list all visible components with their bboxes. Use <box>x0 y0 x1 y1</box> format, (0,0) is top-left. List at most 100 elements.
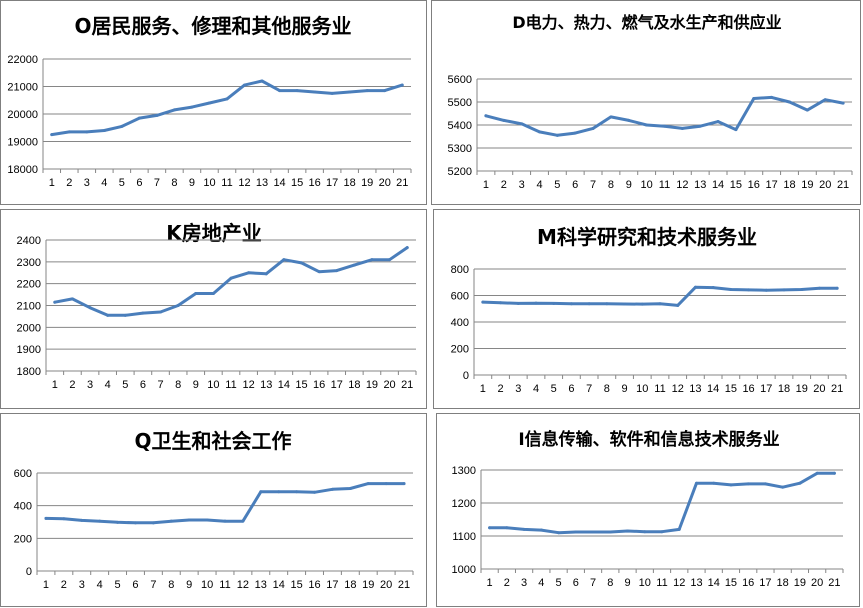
chart-4-xtick-label: 16 <box>742 383 754 395</box>
chart-3-xtick-label: 11 <box>225 379 236 391</box>
chart-2-xtick-label: 15 <box>730 179 742 191</box>
chart-5-data-point <box>169 519 173 523</box>
chart-2-xtick-label: 8 <box>608 179 614 191</box>
chart-3-data-point <box>176 304 180 307</box>
chart-3-data-point <box>211 291 215 295</box>
chart-3-data-point <box>53 300 57 304</box>
chart-6-data-point <box>712 481 716 485</box>
chart-5-data-point <box>402 482 406 486</box>
chart-3-xtick-label: 19 <box>366 379 378 391</box>
chart-3-data-point <box>88 306 92 310</box>
chart-2-xtick-label: 6 <box>572 179 578 191</box>
chart-1-ytick-label: 20000 <box>7 109 38 121</box>
chart-4-xtick-label: 17 <box>760 383 772 395</box>
chart-5-data-point <box>44 516 48 520</box>
chart-4-data-point <box>693 285 697 289</box>
chart-3-ytick-label: 1900 <box>17 344 41 356</box>
chart-4-data-point <box>552 301 556 305</box>
chart-5-ytick-label: 0 <box>26 566 32 578</box>
chart-2-data-point <box>573 131 577 135</box>
chart-2-data-point <box>663 124 666 128</box>
chart-6-data-point <box>781 485 785 489</box>
chart-1-ytick-label: 22000 <box>7 54 38 66</box>
chart-3-data-point <box>159 310 163 314</box>
chart-3-xtick-label: 10 <box>207 379 219 391</box>
chart-6-data-point <box>608 530 612 534</box>
chart-6-data-point <box>505 526 509 530</box>
chart-1-xtick-label: 8 <box>171 177 177 189</box>
chart-3-ytick-label: 2100 <box>17 301 41 313</box>
chart-2-data-point <box>841 101 845 105</box>
chart-3-data-point <box>388 258 392 262</box>
chart-4-data-point <box>782 288 786 292</box>
chart-2-xtick-label: 3 <box>519 179 525 191</box>
chart-2-data-point <box>609 115 613 119</box>
chart-5-data-point <box>348 487 352 491</box>
chart-6-ytick-label: 1200 <box>452 498 476 510</box>
chart-3-data-point <box>299 261 303 265</box>
chart-4-data-point <box>569 302 573 306</box>
chart-1-xtick-label: 3 <box>84 177 90 189</box>
chart-6-xtick-label: 2 <box>504 577 510 589</box>
chart-3-xtick-label: 15 <box>295 379 307 391</box>
chart-5-xtick-label: 3 <box>79 579 85 591</box>
chart-3-xtick-label: 12 <box>242 379 254 391</box>
chart-2-data-point <box>555 133 559 137</box>
chart-1-xtick-label: 12 <box>238 177 250 189</box>
chart-3-xtick-label: 21 <box>401 379 413 391</box>
chart-3-data-point <box>370 258 374 262</box>
chart-5-xtick-label: 4 <box>97 579 103 591</box>
chart-3-xtick-label: 8 <box>175 379 181 391</box>
chart-1-data-point <box>172 108 176 112</box>
chart-1-data-point <box>190 105 194 109</box>
chart-2-ytick-label: 5200 <box>448 166 472 178</box>
chart-3-xtick-label: 1 <box>52 379 58 391</box>
chart-4-ytick-label: 800 <box>451 264 469 276</box>
chart-3-data-point <box>106 313 110 317</box>
chart-6-data-point <box>522 527 526 531</box>
chart-3-data-point <box>123 313 127 317</box>
chart-6-ytick-label: 1000 <box>452 564 476 576</box>
chart-6-xtick-label: 11 <box>656 577 667 589</box>
chart-6-xtick-label: 17 <box>759 577 771 589</box>
chart-1-ytick-label: 19000 <box>7 137 38 149</box>
chart-4-data-point <box>747 288 751 292</box>
chart-5-data-point <box>384 482 388 486</box>
chart-3-data-point <box>247 271 251 275</box>
chart-1-xtick-label: 16 <box>308 177 320 189</box>
chart-6-data-point <box>574 530 578 534</box>
chart-2-data-point <box>502 118 506 122</box>
chart-2-xtick-label: 2 <box>501 179 507 191</box>
chart-1-data-point <box>313 90 317 94</box>
chart-5-data-point <box>116 520 120 524</box>
chart-6-xtick-label: 19 <box>794 577 806 589</box>
chart-panel-3: K房地产业 1800 1900 2000 2100 2200 2300 2400 1 2 3 4 5 6 7… <box>0 209 427 409</box>
chart-2-data-point <box>716 120 720 124</box>
chart-2-data-point <box>520 122 524 126</box>
chart-3-xtick-label: 3 <box>87 379 93 391</box>
chart-6-ytick-label: 1100 <box>452 531 476 543</box>
chart-4-data-point <box>800 288 804 292</box>
chart-5-xtick-label: 15 <box>290 579 302 591</box>
chart-6-xtick-label: 13 <box>690 577 702 589</box>
chart-5-xtick-label: 6 <box>132 579 138 591</box>
chart-1-data-point <box>348 90 352 94</box>
chart-5-data-point <box>313 490 317 494</box>
chart-3-ytick-label: 1800 <box>17 366 41 378</box>
chart-4-xtick-label: 19 <box>796 383 808 395</box>
chart-5-xtick-label: 18 <box>344 579 356 591</box>
chart-1-data-point <box>102 129 106 132</box>
chart-4-xtick-label: 20 <box>813 383 825 395</box>
chart-2-xtick-label: 11 <box>659 179 670 191</box>
chart-1-ytick-label: 21000 <box>7 82 38 94</box>
chart-1-xtick-label: 17 <box>326 177 338 189</box>
chart-1-title: O居民服务、修理和其他服务业 <box>74 14 351 38</box>
chart-5-data-point <box>241 519 245 523</box>
chart-5-xtick-label: 1 <box>43 579 49 591</box>
chart-5-xtick-label: 10 <box>201 579 213 591</box>
chart-5-data-point <box>259 490 263 494</box>
chart-4-data-point <box>481 300 485 304</box>
